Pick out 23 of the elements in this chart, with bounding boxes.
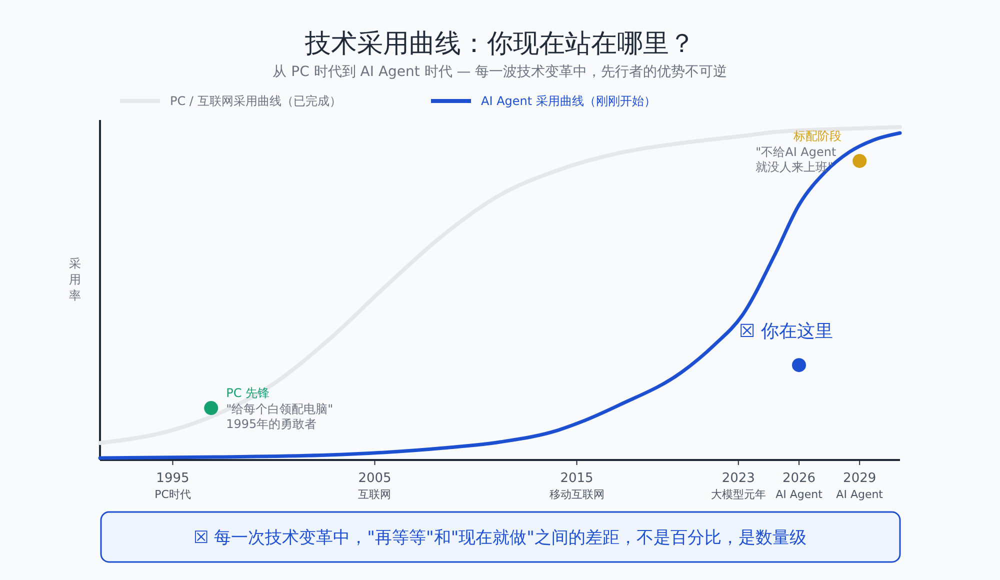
annotation: "给每个白领配电脑" 1995年的勇敢者 <box>226 402 334 432</box>
x-tick-label: 2029 <box>843 471 876 486</box>
text: 移动互联网 <box>549 488 604 501</box>
x-tick-label: 1995 <box>156 471 190 486</box>
annotation: "不给AI Agent 就没人来上班" <box>756 144 836 174</box>
legend-label: PC / 互联网采用曲线（已完成） <box>170 94 342 108</box>
text: 大模型元年 <box>710 488 766 501</box>
chart-subtitle: 从 PC 时代到 AI Agent 时代 — 每一波技术变革中，先行者的优势不可逆 <box>272 64 728 80</box>
x-tick-label: 2005 <box>358 471 392 486</box>
legend-label: AI Agent 采用曲线（刚刚开始） <box>481 94 656 108</box>
text: 互联网 <box>358 488 392 501</box>
x-tick-label: 2023 <box>722 471 755 486</box>
text: PC时代 <box>154 488 191 501</box>
text: AI Agent <box>836 488 884 501</box>
text: ☒ 每一次技术变革中，"再等等"和"现在就做"之间的差距，不是百分比，是数量级 <box>194 528 806 548</box>
annotation: PC 先锋 <box>226 386 270 400</box>
chart-title: 技术采用曲线：你现在站在哪里？ <box>304 29 695 59</box>
annotation: 标配阶段 <box>792 128 842 143</box>
text: AI Agent <box>776 488 824 501</box>
x-tick-label: 2015 <box>560 471 594 486</box>
annotation: ☒ 你在这里 <box>738 321 833 342</box>
x-tick-label: 2026 <box>782 471 816 486</box>
y-axis-title: 采用率 <box>69 256 81 302</box>
